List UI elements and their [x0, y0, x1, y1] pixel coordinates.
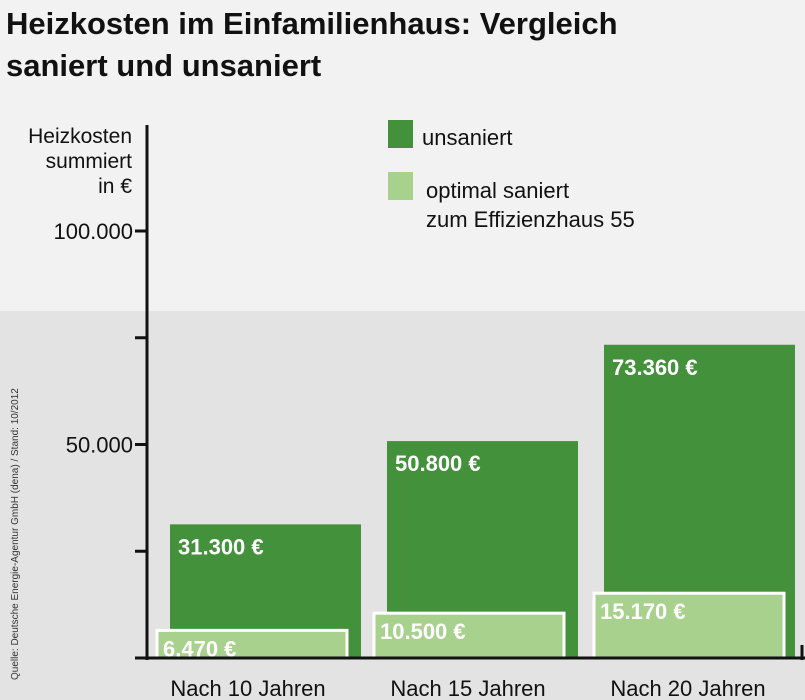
y-tick-label-3: 50.000 [66, 433, 133, 458]
x-labels-layer: Nach 10 Jahren Nach 15 Jahren Nach 20 Jahr… [170, 676, 765, 700]
chart-title-line-2: saniert und unsaniert [6, 48, 321, 83]
bar-saniert-1 [155, 628, 349, 660]
value-label-saniert-2: 10.500 € [380, 619, 466, 644]
y-axis-label-line-3: in € [98, 175, 132, 198]
legend-swatch-saniert [388, 172, 413, 200]
legend-label-saniert-line-1: optimal saniert [426, 178, 569, 203]
legend-swatch-unsaniert [388, 120, 413, 148]
y-axis-label-line-1: Heizkosten [28, 125, 132, 148]
value-label-unsaniert-1: 31.300 € [178, 534, 264, 559]
legend-label-unsaniert: unsaniert [422, 125, 513, 150]
y-ticks-layer: 50.000 100.000 [53, 219, 147, 553]
x-tick-label-3: Nach 20 Jahren [610, 676, 765, 700]
bar-saniert-2 [372, 611, 566, 660]
value-label-unsaniert-3: 73.360 € [612, 355, 698, 380]
y-tick-label-5: 100.000 [53, 219, 133, 244]
source-note: Quelle: Deutsche Energie-Agentur GmbH (d… [10, 388, 21, 680]
x-tick-label-2: Nach 15 Jahren [390, 676, 545, 700]
value-label-unsaniert-2: 50.800 € [395, 451, 481, 476]
value-label-saniert-3: 15.170 € [600, 599, 686, 624]
x-tick-label-1: Nach 10 Jahren [170, 676, 325, 700]
legend-label-saniert-line-2: zum Effizienzhaus 55 [426, 207, 635, 232]
bars-layer: 31.300 €6.470 €50.800 €10.500 €73.360 €1… [155, 344, 795, 661]
bar-saniert-3 [592, 591, 786, 660]
chart-title-line-1: Heizkosten im Einfamilienhaus: Vergleich [6, 6, 618, 41]
y-axis-label-line-2: summiert [46, 150, 133, 173]
